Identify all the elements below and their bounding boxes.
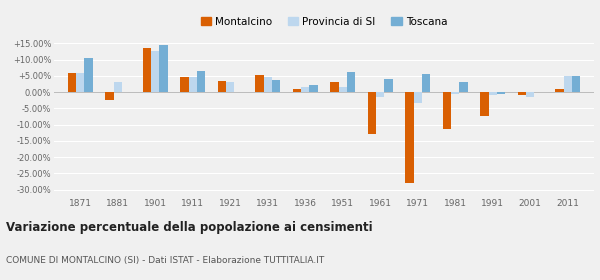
Bar (488, 92, 497, 95)
Text: Variazione percentuale della popolazione ai censimenti: Variazione percentuale della popolazione… (6, 221, 373, 234)
Bar (226, 82, 235, 92)
Bar (413, 92, 422, 103)
Bar (518, 92, 526, 95)
Bar (68, 73, 76, 92)
Bar (272, 80, 280, 92)
Bar (385, 79, 392, 92)
Bar (256, 75, 263, 92)
Bar (151, 52, 160, 92)
Text: COMUNE DI MONTALCINO (SI) - Dati ISTAT - Elaborazione TUTTITALIA.IT: COMUNE DI MONTALCINO (SI) - Dati ISTAT -… (6, 256, 324, 265)
Bar (368, 92, 376, 134)
Bar (460, 82, 467, 92)
Bar (422, 74, 430, 92)
Bar (197, 71, 205, 92)
Bar (481, 92, 488, 116)
Bar (301, 87, 310, 92)
Legend: Montalcino, Provincia di SI, Toscana: Montalcino, Provincia di SI, Toscana (200, 17, 448, 27)
Bar (347, 72, 355, 92)
Bar (338, 87, 347, 92)
Bar (563, 76, 572, 92)
Bar (181, 78, 188, 92)
Bar (113, 82, 122, 92)
Bar (572, 76, 580, 92)
Bar (443, 92, 451, 129)
Bar (106, 92, 113, 100)
Bar (188, 78, 197, 92)
Bar (556, 89, 563, 92)
Bar (85, 58, 92, 92)
Bar (76, 73, 85, 92)
Bar (376, 92, 385, 97)
Bar (218, 81, 226, 92)
Bar (263, 78, 272, 92)
Bar (331, 82, 338, 92)
Bar (451, 92, 460, 94)
Bar (406, 92, 413, 183)
Bar (143, 48, 151, 92)
Bar (497, 92, 505, 94)
Bar (160, 45, 167, 92)
Bar (293, 89, 301, 92)
Bar (310, 85, 317, 92)
Bar (526, 92, 535, 97)
